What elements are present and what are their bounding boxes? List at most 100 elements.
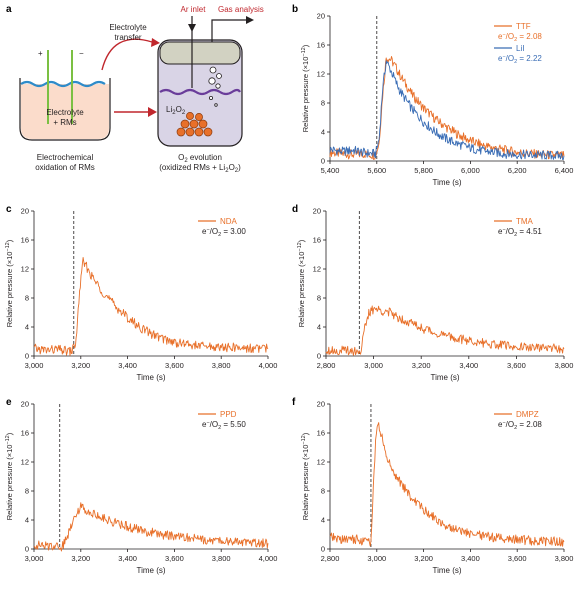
y-tick-label: 20 [21,207,29,216]
x-tick-label: 3,200 [71,554,90,563]
x-tick-label: 3,200 [412,361,431,370]
gas-analysis-label: Gas analysis [218,5,264,14]
x-tick-label: 3,000 [25,361,44,370]
bath-label-line1: Electrolyte [46,108,84,117]
legend-ratio: e−/O2 = 2.08 [498,32,542,43]
x-tick-label: 3,000 [25,554,44,563]
legend-name: TTF [516,22,531,31]
y-tick-label: 12 [317,70,325,79]
bath-label-line2: + RMs [53,118,76,127]
y-axis-label: Relative pressure (×10−12) [5,432,14,520]
bath-fill [21,84,109,139]
y-tick-label: 4 [321,128,325,137]
y-tick-label: 4 [25,516,29,525]
y-tick-label: 20 [313,207,321,216]
y-tick-label: 16 [21,236,29,245]
y-tick-label: 0 [25,545,29,554]
y-tick-label: 0 [317,352,321,361]
evolution-label-line2: (oxidized RMs + Li2O2) [159,163,241,174]
x-tick-label: 5,800 [414,166,433,175]
panel-letter-e: e [6,397,12,408]
x-tick-label: 3,600 [507,361,526,370]
legend-name: LiI [516,44,524,53]
y-tick-label: 16 [317,429,325,438]
bath-wave [20,80,106,88]
gas-outlet-arrow [246,16,254,24]
y-tick-label: 4 [317,323,321,332]
x-tick-label: 5,600 [367,166,386,175]
y-tick-label: 12 [21,458,29,467]
legend-name: NDA [220,217,238,226]
minus-sign: − [79,49,84,58]
x-tick-label: 3,800 [555,361,574,370]
y-tick-label: 4 [321,516,325,525]
y-tick-label: 8 [317,294,321,303]
legend-ratio: e−/O2 = 4.51 [498,227,542,238]
x-tick-label: 6,000 [461,166,480,175]
x-tick-label: 3,800 [555,554,574,563]
y-tick-label: 8 [321,99,325,108]
transfer-arrow [101,38,153,71]
x-tick-label: 3,600 [165,361,184,370]
legend-name: DMPZ [516,410,539,419]
flow-arrow-head [148,107,157,117]
x-tick-label: 3,600 [508,554,527,563]
li2o2-particles [176,112,213,137]
chart-f: f 2,800 3,000 3,200 3,400 3,600 3,800 0 4 8 12 16 20… [292,397,573,575]
chart-b: b 5,400 5,600 5,800 6,000 6,200 6,400 0 4 8 12 16 20… [292,4,573,187]
x-tick-label: 3,400 [461,554,480,563]
transfer-label-line2: transfer [114,33,141,42]
chart-panels: b 5,400 5,600 5,800 6,000 6,200 6,400 0 4 8 12 16 20… [5,4,573,575]
legend-ratio: e−/O2 = 2.22 [498,54,542,65]
x-axis-label: Time (s) [136,566,165,575]
panel-a-schematic: a + − Electrolyte + RMs Electrochemical … [6,4,264,174]
x-tick-label: 6,400 [555,166,574,175]
y-axis-label: Relative pressure (×10−12) [5,239,14,327]
panel-letter-a: a [6,4,12,15]
panel-letter-b: b [292,4,298,15]
legend-name: TMA [516,217,534,226]
x-tick-label: 3,200 [71,361,90,370]
gas-outlet-tube [211,19,248,42]
x-axis-label: Time (s) [430,373,459,382]
transfer-arrow-head [151,38,160,47]
x-tick-label: 3,800 [212,554,231,563]
panel-letter-f: f [292,397,296,408]
x-tick-label: 3,400 [118,361,137,370]
y-tick-label: 20 [21,400,29,409]
x-tick-label: 4,000 [259,554,278,563]
y-tick-label: 12 [317,458,325,467]
x-tick-label: 5,400 [321,166,340,175]
electrolyte-bath [19,78,111,141]
legend-ratio: e−/O2 = 2.08 [498,420,542,431]
cell-wave [159,88,241,96]
legend-ratio: e−/O2 = 5.50 [202,420,246,431]
y-tick-label: 20 [317,12,325,21]
oxidation-label-line2: oxidation of RMs [35,163,95,172]
x-axis-label: Time (s) [432,178,461,187]
evolution-label-line1: O2 evolution [178,153,222,164]
cell-lid [159,41,241,65]
li2o2-label: Li2O2 [166,105,186,116]
x-tick-label: 4,000 [259,361,278,370]
x-tick-label: 3,000 [364,361,383,370]
legend-ratio: e−/O2 = 3.00 [202,227,246,238]
panel-letter-c: c [6,204,12,215]
chart-c: c 3,000 3,200 3,400 3,600 3,800 4,000 0 4 8 12 16 20… [5,204,277,382]
y-tick-label: 16 [21,429,29,438]
x-tick-label: 3,600 [165,554,184,563]
y-axis-label: Relative pressure (×10−12) [297,239,306,327]
x-axis-label: Time (s) [432,566,461,575]
y-tick-label: 8 [321,487,325,496]
y-axis-label: Relative pressure (×10−12) [301,432,310,520]
plus-sign: + [38,49,43,58]
y-tick-label: 4 [25,323,29,332]
x-tick-label: 2,800 [317,361,336,370]
y-tick-label: 8 [25,294,29,303]
y-tick-label: 0 [321,157,325,166]
series-line-TMA [325,305,565,356]
x-tick-label: 3,200 [414,554,433,563]
x-axis-label: Time (s) [136,373,165,382]
series-line-TTF [329,56,565,160]
